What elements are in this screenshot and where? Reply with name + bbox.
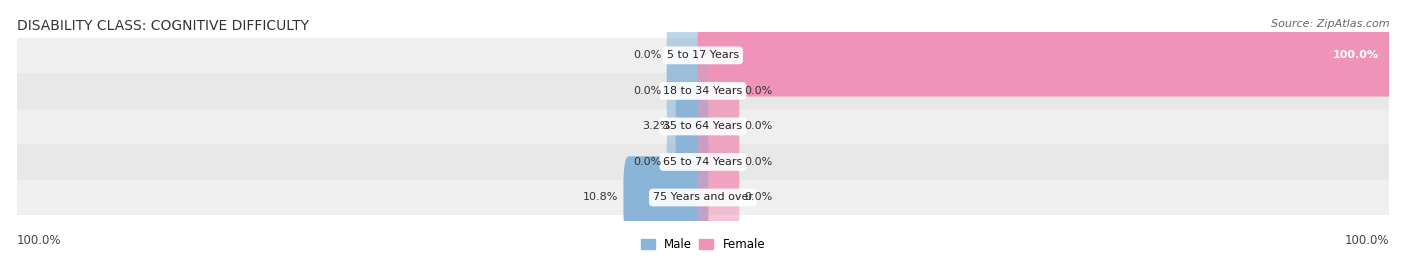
Text: 0.0%: 0.0% [634,50,662,60]
FancyBboxPatch shape [666,121,709,203]
Text: 0.0%: 0.0% [634,157,662,167]
Text: 0.0%: 0.0% [744,193,772,203]
Text: 5 to 17 Years: 5 to 17 Years [666,50,740,60]
Bar [17,38,1389,73]
Text: 0.0%: 0.0% [634,86,662,96]
FancyBboxPatch shape [697,121,740,203]
Bar [17,73,1389,109]
FancyBboxPatch shape [697,50,740,132]
Text: Source: ZipAtlas.com: Source: ZipAtlas.com [1271,19,1389,29]
Text: 35 to 64 Years: 35 to 64 Years [664,121,742,132]
FancyBboxPatch shape [697,156,740,239]
Text: 3.2%: 3.2% [643,121,671,132]
Text: 65 to 74 Years: 65 to 74 Years [664,157,742,167]
Legend: Male, Female: Male, Female [636,234,770,256]
Bar [17,144,1389,180]
Text: 75 Years and over: 75 Years and over [652,193,754,203]
Text: 0.0%: 0.0% [744,157,772,167]
Bar [17,109,1389,144]
FancyBboxPatch shape [675,85,709,168]
Text: 100.0%: 100.0% [1333,50,1379,60]
Bar [17,180,1389,215]
FancyBboxPatch shape [666,50,709,132]
Text: DISABILITY CLASS: COGNITIVE DIFFICULTY: DISABILITY CLASS: COGNITIVE DIFFICULTY [17,19,309,33]
Text: 10.8%: 10.8% [583,193,619,203]
FancyBboxPatch shape [623,156,709,239]
FancyBboxPatch shape [697,85,740,168]
Text: 0.0%: 0.0% [744,86,772,96]
FancyBboxPatch shape [666,14,709,97]
FancyBboxPatch shape [697,14,1395,97]
Text: 100.0%: 100.0% [17,235,62,247]
Text: 0.0%: 0.0% [744,121,772,132]
Text: 18 to 34 Years: 18 to 34 Years [664,86,742,96]
Text: 100.0%: 100.0% [1344,235,1389,247]
